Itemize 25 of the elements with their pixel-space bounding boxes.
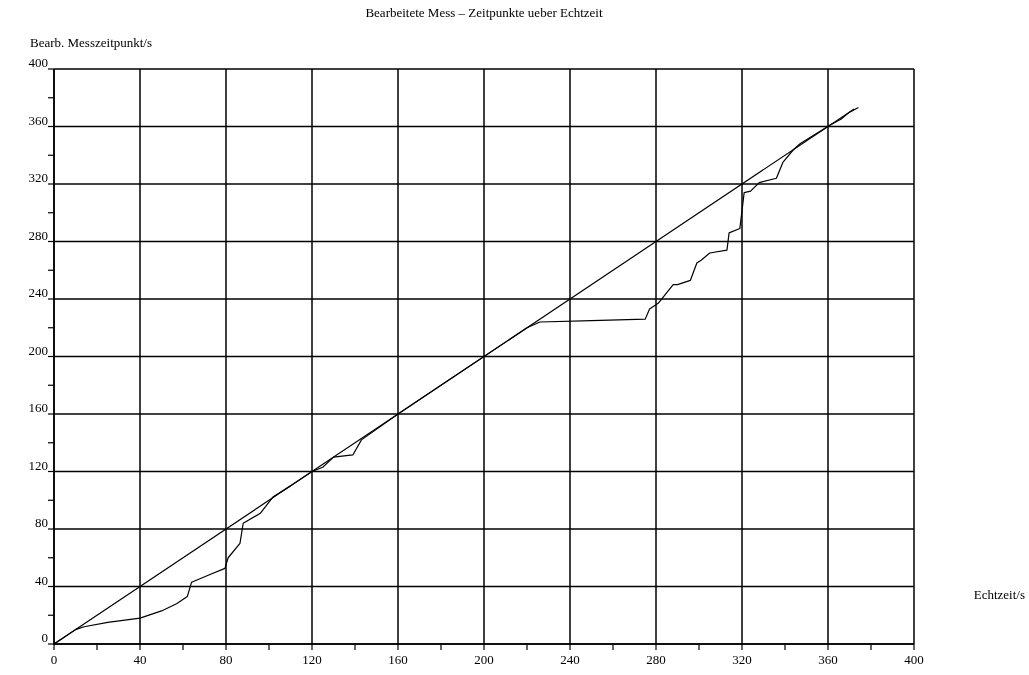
y-tick-label: 0 <box>41 630 48 645</box>
chart-title: Bearbeitete Mess – Zeitpunkte ueber Echtzeit <box>365 5 603 20</box>
x-tick-label: 400 <box>904 652 924 667</box>
y-tick-label: 120 <box>28 457 48 473</box>
x-tick-label: 360 <box>818 652 838 667</box>
y-tick-label: 160 <box>28 400 48 415</box>
y-tick-label: 280 <box>28 227 48 243</box>
y-tick-label: 40 <box>35 572 48 588</box>
y-tick-label: 320 <box>28 170 48 185</box>
x-tick-label: 200 <box>474 652 494 667</box>
x-tick-label: 160 <box>388 652 408 667</box>
y-axis-title: Bearb. Messzeitpunkt/s <box>30 35 153 50</box>
y-tick-label: 200 <box>28 342 48 358</box>
y-tick-label: 400 <box>28 55 48 70</box>
x-tick-label: 280 <box>646 652 666 667</box>
y-tick-label: 240 <box>28 285 48 300</box>
x-tick-label: 240 <box>560 652 580 667</box>
y-tick-label: 80 <box>35 515 48 530</box>
x-axis-title: Echtzeit/s <box>973 586 1025 602</box>
y-tick-label: 360 <box>28 112 48 128</box>
x-tick-label: 40 <box>133 652 147 667</box>
x-tick-label: 80 <box>219 652 233 667</box>
x-tick-label: 320 <box>732 652 752 667</box>
x-tick-label: 120 <box>302 652 322 667</box>
x-tick-label: 0 <box>50 652 58 667</box>
